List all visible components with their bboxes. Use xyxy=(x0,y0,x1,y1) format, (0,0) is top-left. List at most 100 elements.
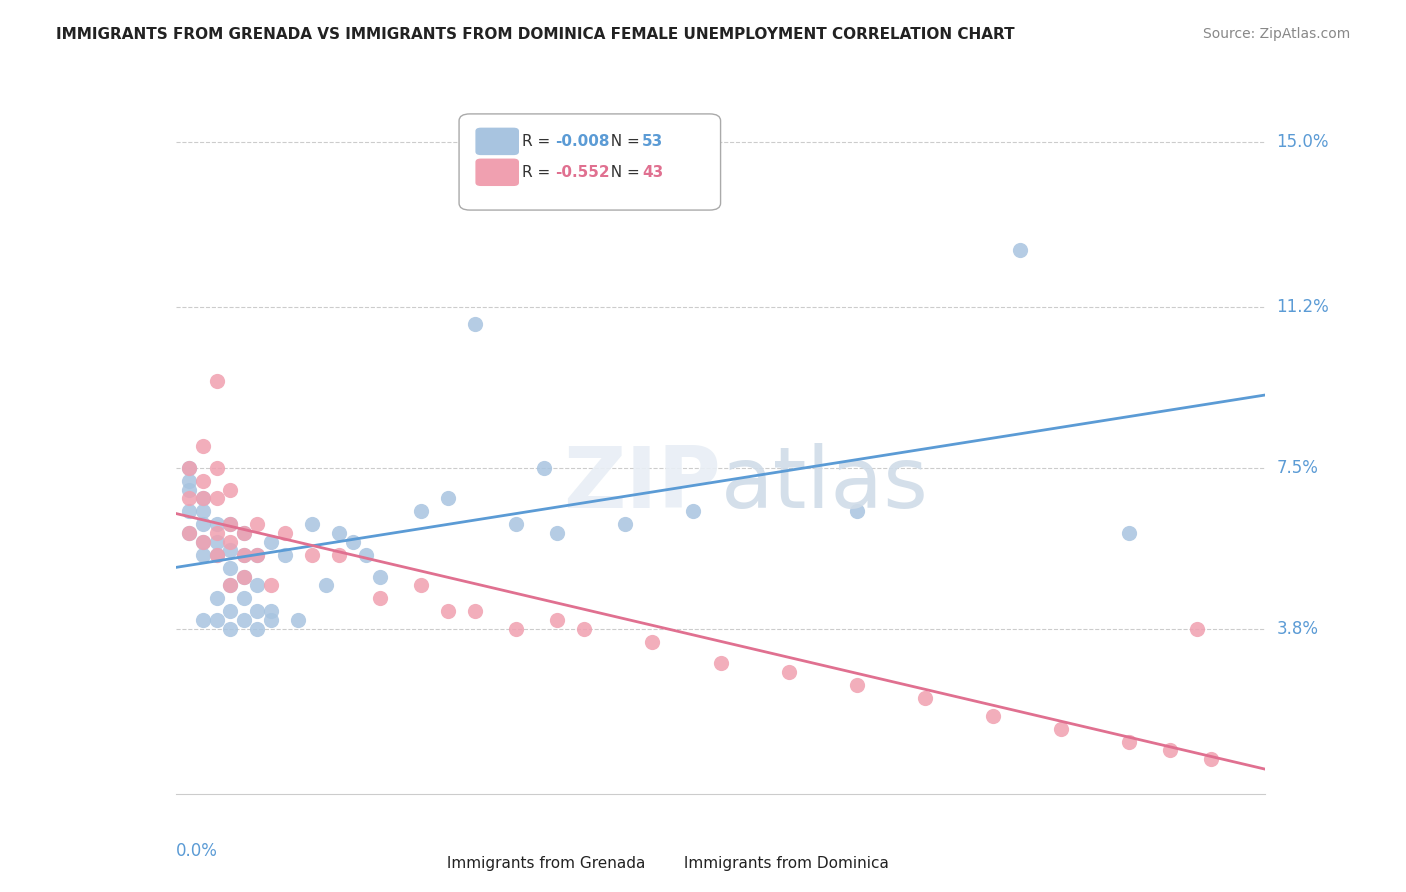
FancyBboxPatch shape xyxy=(475,128,519,155)
Point xyxy=(546,613,568,627)
Text: Immigrants from Dominica: Immigrants from Dominica xyxy=(640,855,889,871)
Text: -0.008: -0.008 xyxy=(555,134,609,149)
FancyBboxPatch shape xyxy=(609,833,643,855)
Point xyxy=(246,622,269,636)
Point xyxy=(191,534,214,549)
Point xyxy=(219,483,242,497)
Text: 0.0%: 0.0% xyxy=(176,842,218,860)
Point xyxy=(981,708,1004,723)
Text: N =: N = xyxy=(600,165,644,180)
Point xyxy=(246,604,269,618)
Point xyxy=(505,622,527,636)
Point xyxy=(315,578,337,592)
Point xyxy=(260,534,283,549)
Point xyxy=(219,604,242,618)
Point xyxy=(232,548,254,562)
Point xyxy=(301,548,323,562)
Point xyxy=(328,548,350,562)
Text: 53: 53 xyxy=(643,134,664,149)
Point xyxy=(437,491,460,506)
Point xyxy=(191,504,214,518)
Text: 3.8%: 3.8% xyxy=(1277,620,1319,638)
Point xyxy=(246,548,269,562)
Text: -0.552: -0.552 xyxy=(555,165,610,180)
Point xyxy=(260,578,283,592)
Point xyxy=(260,613,283,627)
Point xyxy=(274,526,297,541)
Point xyxy=(191,517,214,532)
Point xyxy=(219,543,242,558)
Point xyxy=(342,534,364,549)
Point xyxy=(437,604,460,618)
Point xyxy=(246,517,269,532)
Point xyxy=(205,613,228,627)
Point xyxy=(232,569,254,583)
Point xyxy=(614,517,637,532)
Point xyxy=(533,460,555,475)
FancyBboxPatch shape xyxy=(475,159,519,186)
Point xyxy=(191,491,214,506)
Point xyxy=(205,491,228,506)
Point xyxy=(179,526,201,541)
Text: ZIP: ZIP xyxy=(562,443,721,526)
Point xyxy=(179,504,201,518)
Point xyxy=(1159,743,1181,757)
Point xyxy=(409,578,432,592)
Point xyxy=(464,604,486,618)
Text: IMMIGRANTS FROM GRENADA VS IMMIGRANTS FROM DOMINICA FEMALE UNEMPLOYMENT CORRELAT: IMMIGRANTS FROM GRENADA VS IMMIGRANTS FR… xyxy=(56,27,1015,42)
Point xyxy=(219,578,242,592)
Text: R =: R = xyxy=(522,134,555,149)
FancyBboxPatch shape xyxy=(368,833,402,855)
Point xyxy=(368,569,391,583)
Point xyxy=(191,491,214,506)
Text: atlas: atlas xyxy=(721,443,928,526)
Point xyxy=(219,622,242,636)
Text: R =: R = xyxy=(522,165,555,180)
Point xyxy=(287,613,309,627)
Point xyxy=(205,517,228,532)
FancyBboxPatch shape xyxy=(458,114,721,211)
Point xyxy=(219,578,242,592)
Point xyxy=(232,591,254,606)
Text: 7.5%: 7.5% xyxy=(1277,458,1319,477)
Point xyxy=(191,613,214,627)
Point xyxy=(232,526,254,541)
Point xyxy=(246,578,269,592)
Point xyxy=(232,548,254,562)
Point xyxy=(191,548,214,562)
Point xyxy=(179,483,201,497)
Point xyxy=(574,622,596,636)
Point xyxy=(205,591,228,606)
Point xyxy=(274,548,297,562)
Point xyxy=(641,634,664,648)
Point xyxy=(219,517,242,532)
Point xyxy=(1050,722,1073,736)
Point xyxy=(301,517,323,532)
Point xyxy=(205,548,228,562)
Point xyxy=(179,460,201,475)
Text: Source: ZipAtlas.com: Source: ZipAtlas.com xyxy=(1202,27,1350,41)
Point xyxy=(328,526,350,541)
Point xyxy=(356,548,378,562)
Point xyxy=(232,569,254,583)
Text: 11.2%: 11.2% xyxy=(1277,298,1329,316)
Point xyxy=(682,504,704,518)
Point xyxy=(845,504,868,518)
Point xyxy=(179,474,201,488)
Point xyxy=(778,665,800,680)
Point xyxy=(191,534,214,549)
Point xyxy=(368,591,391,606)
Point xyxy=(260,604,283,618)
Point xyxy=(1118,735,1140,749)
Point xyxy=(1187,622,1209,636)
Point xyxy=(205,548,228,562)
Point xyxy=(219,534,242,549)
Point xyxy=(246,548,269,562)
Point xyxy=(205,534,228,549)
Text: 43: 43 xyxy=(643,165,664,180)
Point xyxy=(191,439,214,453)
Point xyxy=(205,526,228,541)
Point xyxy=(1010,244,1032,258)
Point xyxy=(205,374,228,388)
Point xyxy=(219,517,242,532)
